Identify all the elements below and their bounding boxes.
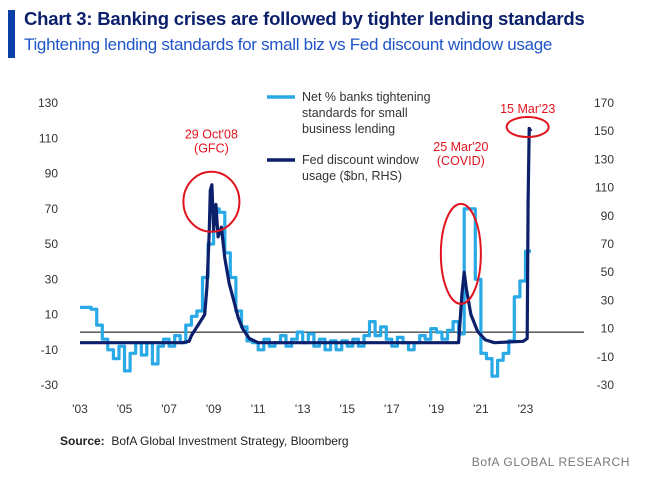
- x-tick-label: '21: [473, 402, 489, 416]
- annotation-label: 15 Mar'23: [500, 102, 555, 116]
- right-tick-label: 10: [601, 322, 615, 336]
- source-note: Source: BofA Global Investment Strategy,…: [60, 434, 349, 448]
- legend-label: Net % banks tightening: [302, 90, 431, 104]
- x-tick-label: '11: [251, 402, 266, 416]
- left-tick-label: -10: [41, 343, 59, 357]
- right-tick-label: 170: [594, 96, 614, 110]
- x-tick-label: '13: [295, 402, 311, 416]
- x-tick-label: '09: [206, 402, 222, 416]
- credit-text: BofA GLOBAL RESEARCH: [471, 455, 630, 469]
- annotation-label: (GFC): [194, 142, 229, 156]
- x-tick-label: '03: [72, 402, 88, 416]
- left-tick-label: 10: [45, 308, 59, 322]
- right-tick-label: 90: [601, 209, 615, 223]
- annotation-label: 25 Mar'20: [433, 140, 488, 154]
- left-tick-label: 130: [38, 96, 58, 110]
- annotation-label: 29 Oct'08: [185, 128, 238, 142]
- chart-subtitle: Tightening lending standards for small b…: [24, 35, 553, 54]
- left-tick-label: 90: [45, 167, 59, 181]
- right-tick-label: 70: [601, 237, 615, 251]
- x-tick-label: '17: [384, 402, 400, 416]
- right-tick-label: 110: [595, 181, 614, 195]
- left-tick-label: 70: [45, 202, 59, 216]
- left-tick-label: 50: [45, 237, 59, 251]
- left-axis-ticks: 130 110 90 70 50 30 10 -10 -30: [38, 96, 58, 392]
- x-tick-label: '05: [117, 402, 133, 416]
- left-tick-label: 110: [39, 131, 58, 145]
- right-tick-label: -30: [597, 378, 615, 392]
- x-tick-label: '23: [518, 402, 534, 416]
- x-tick-label: '19: [429, 402, 445, 416]
- left-tick-label: -30: [41, 378, 59, 392]
- legend-label: Fed discount window: [302, 153, 420, 167]
- series-line-discount-window: [80, 126, 533, 345]
- right-tick-label: 50: [601, 265, 615, 279]
- x-tick-label: '15: [339, 402, 355, 416]
- legend-label: standards for small: [302, 106, 408, 120]
- legend: Net % banks tightening standards for smal…: [267, 90, 431, 183]
- annotation-circle: [182, 170, 241, 233]
- right-tick-label: 130: [594, 152, 614, 166]
- source-text: BofA Global Investment Strategy, Bloombe…: [111, 434, 349, 448]
- right-tick-label: 30: [601, 293, 615, 307]
- line-chart: 130 110 90 70 50 30 10 -10 -30 170 150 130 110 90 70 5…: [38, 90, 614, 416]
- legend-label: business lending: [302, 122, 395, 136]
- x-tick-label: '07: [161, 402, 177, 416]
- left-tick-label: 30: [45, 272, 59, 286]
- right-tick-label: -10: [597, 350, 615, 364]
- right-tick-label: 150: [594, 124, 614, 138]
- x-axis-ticks: '03 '05 '07 '09 '11 '13 '15 '17 '19 '21 '23: [72, 402, 533, 416]
- right-axis-ticks: 170 150 130 110 90 70 50 30 10 -10 -30: [594, 96, 614, 392]
- annotations: 29 Oct'08(GFC) 25 Mar'20(COVID) 15 Mar'23: [182, 102, 555, 305]
- annotation-circle: [505, 115, 550, 138]
- annotation-circle: [439, 202, 482, 305]
- annotation-label: (COVID): [437, 154, 485, 168]
- legend-label: usage ($bn, RHS): [302, 169, 402, 183]
- title-accent-bar: [8, 10, 15, 58]
- source-label: Source:: [60, 434, 105, 448]
- chart-title: Chart 3: Banking crises are followed by …: [24, 8, 585, 29]
